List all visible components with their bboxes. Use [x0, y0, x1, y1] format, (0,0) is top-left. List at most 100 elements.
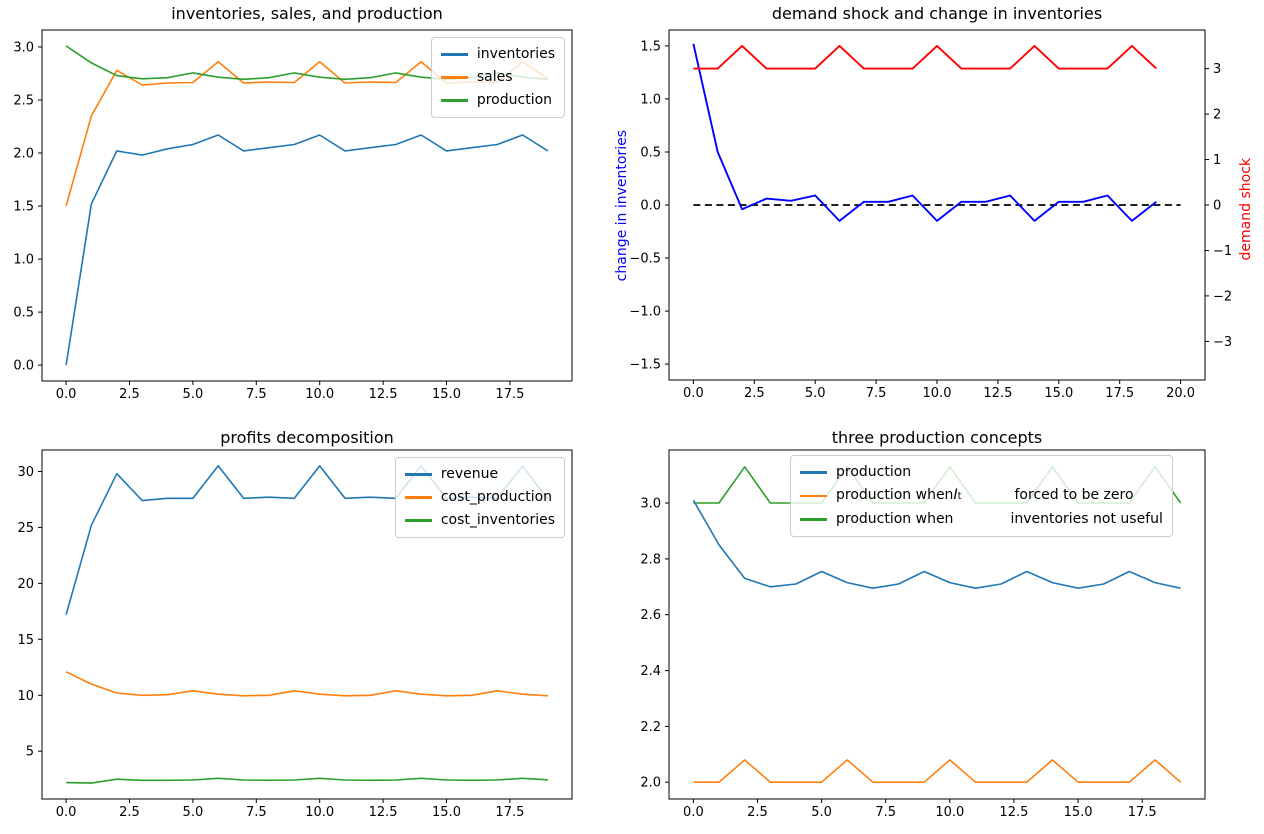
y-tick-label-left: 1.5 — [13, 200, 34, 215]
legend-entry: production — [440, 91, 555, 110]
y-tick-label-right: −2 — [1213, 289, 1232, 304]
x-tick-label: 15.0 — [1044, 386, 1073, 401]
y-tick-label-left: 10 — [17, 689, 34, 704]
legend-entry: cost_production — [404, 488, 555, 507]
x-tick-label: 12.5 — [983, 386, 1012, 401]
y-tick-label-left: 1.0 — [640, 92, 661, 107]
series-cost-inventories — [66, 777, 548, 784]
legend-label: cost_inventories — [440, 512, 555, 528]
legend-line-swatch — [404, 519, 432, 522]
series-production — [692, 499, 1181, 589]
x-tick-label: 2.5 — [119, 805, 140, 820]
x-tick-label: 15.0 — [432, 805, 461, 820]
legend-profits-decomposition: revenue cost_production cost_inventories — [394, 457, 565, 538]
subplot-profits-decomposition: profits decomposition 0.0 2.5 5.0 7.5 10.0 12… — [0, 417, 632, 834]
y-tick-label-left: 1.0 — [13, 253, 34, 268]
x-tick-label: 5.0 — [805, 386, 826, 401]
legend-label: production — [836, 464, 912, 480]
series-production-when-i-t-forced-to-be-zero — [693, 759, 1182, 784]
legend-line-swatch — [800, 494, 827, 498]
y-tick-label-left: −1.5 — [629, 358, 661, 373]
axes-spines — [41, 449, 573, 800]
x-tick-label: 10.0 — [923, 386, 952, 401]
series-change-in-inventories — [692, 43, 1157, 222]
legend-label-gap — [962, 498, 1015, 499]
x-tick-label: 15.0 — [1064, 805, 1093, 820]
axes-spines — [668, 449, 1206, 800]
legend-entry: cost_inventories — [404, 511, 555, 530]
x-tick-label: 12.5 — [369, 387, 398, 402]
y-tick-label-left: 2.0 — [640, 776, 661, 791]
chart-title: inventories, sales, and production — [171, 4, 443, 23]
x-tick-label: 17.5 — [1128, 805, 1157, 820]
y-tick-label-right: 2 — [1213, 108, 1221, 123]
axes-three-production-concepts: 0.0 2.5 5.0 7.5 10.0 12.5 15.0 17.5 2.0 2.2 2.4 2.6… — [640, 449, 1206, 820]
y-tick-label-left: 2.0 — [13, 147, 34, 162]
y-tick-label-left: 3.0 — [13, 41, 34, 56]
subplot-three-production-concepts: three production concepts 0.0 2.5 5.0 7.5 10… — [632, 417, 1264, 834]
legend-label: inventories — [476, 46, 555, 62]
legend-line-swatch — [404, 496, 432, 499]
x-tick-label: 7.5 — [866, 386, 887, 401]
y-tick-label-left: 0.5 — [13, 306, 34, 321]
legend-line-swatch — [800, 518, 827, 521]
series-cost-production — [65, 671, 548, 697]
x-tick-label: 7.5 — [875, 805, 896, 820]
x-tick-label: 7.5 — [246, 805, 267, 820]
y-tick-label-right: 3 — [1213, 62, 1221, 77]
legend-entry: inventories — [440, 45, 555, 64]
legend-label: production when inventories not useful — [836, 511, 1163, 527]
x-tick-label: 10.0 — [305, 805, 334, 820]
chart-title: profits decomposition — [220, 428, 394, 447]
x-tick-label: 0.0 — [683, 386, 704, 401]
y-tick-label-left: 0.5 — [640, 146, 661, 161]
x-tick-label: 7.5 — [246, 387, 267, 402]
legend-label: cost_production — [440, 489, 553, 505]
y-axis-label-demand-shock: demand shock — [1238, 158, 1254, 261]
legend-line-swatch — [440, 99, 468, 102]
x-tick-label: 20.0 — [1166, 386, 1195, 401]
legend-entry: production when inventories not useful — [800, 510, 1163, 529]
y-tick-label-right: 1 — [1213, 153, 1221, 168]
y-tick-label-left: 30 — [17, 465, 34, 480]
x-tick-label: 2.5 — [744, 386, 765, 401]
y-tick-label-left: 1.5 — [640, 39, 661, 54]
legend-label: sales — [476, 69, 513, 85]
legend-line-swatch — [440, 76, 468, 79]
subplot-demand-shock: demand shock and change in inventories 0… — [629, 0, 1264, 417]
y-tick-label-left: 2.8 — [640, 552, 661, 567]
x-tick-label: 5.0 — [183, 387, 204, 402]
legend-label: revenue — [440, 466, 499, 482]
y-tick-label-right: −1 — [1213, 244, 1232, 259]
y-tick-label-left: 2.6 — [640, 608, 661, 623]
x-tick-label: 17.5 — [495, 387, 524, 402]
legend-line-swatch — [440, 53, 468, 56]
x-tick-label: 17.5 — [495, 805, 524, 820]
legend-label: production — [476, 92, 553, 108]
x-tick-label: 2.5 — [747, 805, 768, 820]
axes-demand-shock: 0.0 2.5 5.0 7.5 10.0 12.5 15.0 17.5 20.0 −1.5 −1.0… — [629, 29, 1232, 401]
series-inventories — [65, 134, 549, 366]
x-tick-label: 0.0 — [683, 805, 704, 820]
y-tick-label-left: 5 — [26, 745, 34, 760]
x-tick-label: 15.0 — [432, 387, 461, 402]
x-tick-label: 10.0 — [305, 387, 334, 402]
y-axis-label-change-in-inventories: change in inventories — [614, 130, 630, 282]
subplot-inventories-sales-production: inventories, sales, and production 0.0 2.… — [0, 0, 632, 417]
x-tick-label: 5.0 — [183, 805, 204, 820]
y-tick-label-left: 3.0 — [640, 497, 661, 512]
x-tick-label: 2.5 — [119, 387, 140, 402]
x-tick-label: 5.0 — [811, 805, 832, 820]
x-tick-label: 17.5 — [1105, 386, 1134, 401]
legend-line-swatch — [404, 473, 432, 476]
y-tick-label-left: −1.0 — [629, 305, 661, 320]
y-tick-label-left: 15 — [17, 633, 34, 648]
axes-profits-decomposition: 0.0 2.5 5.0 7.5 10.0 12.5 15.0 17.5 5 10 15 20 25 30 — [17, 449, 573, 820]
chart-title: demand shock and change in inventories — [771, 4, 1103, 23]
legend-line-swatch — [800, 471, 827, 474]
x-tick-label: 0.0 — [56, 805, 77, 820]
y-tick-label-left: 2.2 — [640, 720, 661, 735]
y-tick-label-left: −0.5 — [629, 252, 661, 267]
